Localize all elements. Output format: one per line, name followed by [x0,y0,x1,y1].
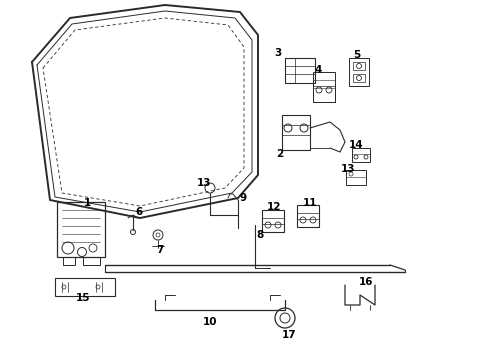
Text: 4: 4 [314,65,322,75]
Text: 17: 17 [282,330,296,340]
Text: 5: 5 [353,50,361,60]
Text: 14: 14 [349,140,363,150]
Text: 11: 11 [303,198,317,208]
Text: 9: 9 [240,193,246,203]
Text: 13: 13 [197,178,211,188]
Text: 12: 12 [267,202,281,212]
Text: 7: 7 [156,245,164,255]
Bar [346,170,366,185]
Bar [262,210,284,232]
Bar [282,115,310,150]
Text: 1: 1 [83,198,91,208]
Bar [353,74,365,82]
Text: 16: 16 [359,277,373,287]
Bar [353,62,365,70]
Bar [57,202,105,257]
Bar [352,148,370,162]
Text: 15: 15 [76,293,90,303]
Bar [313,86,335,102]
Text: 13: 13 [341,164,355,174]
Bar [55,278,115,296]
Text: 3: 3 [274,48,282,58]
Bar [285,58,315,83]
Text: 2: 2 [276,149,284,159]
Text: 8: 8 [256,230,264,240]
Bar [297,205,319,227]
Bar [349,58,369,86]
Text: 6: 6 [135,207,143,217]
Bar [313,72,335,102]
Text: 10: 10 [203,317,217,327]
